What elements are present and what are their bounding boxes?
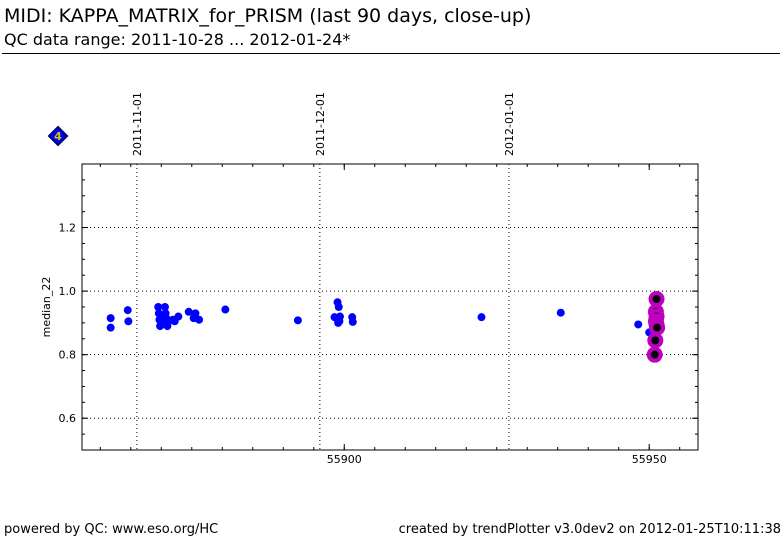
y-axis-label: median_22 [40, 277, 53, 338]
header-divider [2, 53, 780, 54]
y-tick-label: 0.8 [59, 349, 77, 362]
data-point [123, 306, 132, 315]
badge-diamond-shape [47, 125, 69, 147]
data-point [348, 317, 357, 326]
y-tick-label: 1.2 [59, 222, 77, 235]
grid-lines [82, 227, 698, 419]
highlight-point [652, 295, 661, 304]
plot-frame [81, 163, 699, 451]
highlight-point [653, 323, 662, 332]
badge-diamond: 4 [47, 125, 69, 147]
footer-powered-by: powered by QC: www.eso.org/HC [4, 522, 219, 537]
data-point [160, 303, 169, 311]
data-point [124, 317, 133, 326]
data-points [106, 291, 666, 363]
data-point [106, 323, 115, 332]
date-marker-label: 2012-01-01 [503, 92, 516, 156]
highlight-point [651, 336, 660, 345]
data-point [106, 314, 115, 323]
chart-title: MIDI: KAPPA_MATRIX_for_PRISM (last 90 da… [4, 5, 532, 27]
x-tick-label: 55950 [632, 453, 667, 466]
date-marker-label: 2011-12-01 [314, 92, 327, 156]
footer-created-by: created by trendPlotter v3.0dev2 on 2012… [398, 522, 781, 537]
trend-chart: 4 2011-11-01 2011-12-01 2012-01-01 0.6 0.8 1… [40, 92, 699, 466]
data-point [221, 305, 230, 314]
data-point [477, 313, 486, 322]
data-point [154, 303, 163, 311]
data-point [293, 316, 302, 325]
y-tick-label: 1.0 [59, 285, 77, 298]
date-marker-label: 2011-11-01 [131, 92, 144, 156]
y-tick-label: 0.6 [59, 412, 77, 425]
badge-label: 4 [54, 130, 62, 143]
axis-ticks: 0.6 0.8 1.0 1.2 55900 55950 [59, 163, 698, 466]
highlight-point [650, 350, 659, 359]
x-tick-label: 55900 [327, 453, 362, 466]
data-point [184, 307, 193, 316]
data-point [174, 312, 183, 321]
data-point [334, 303, 343, 311]
data-point [335, 312, 344, 321]
chart-subtitle: QC data range: 2011-10-28 ... 2012-01-24… [4, 30, 351, 49]
data-point [195, 315, 204, 324]
data-point [556, 308, 565, 317]
data-point [634, 320, 643, 329]
date-markers: 2011-11-01 2011-12-01 2012-01-01 [131, 92, 516, 450]
data-point [191, 309, 200, 318]
